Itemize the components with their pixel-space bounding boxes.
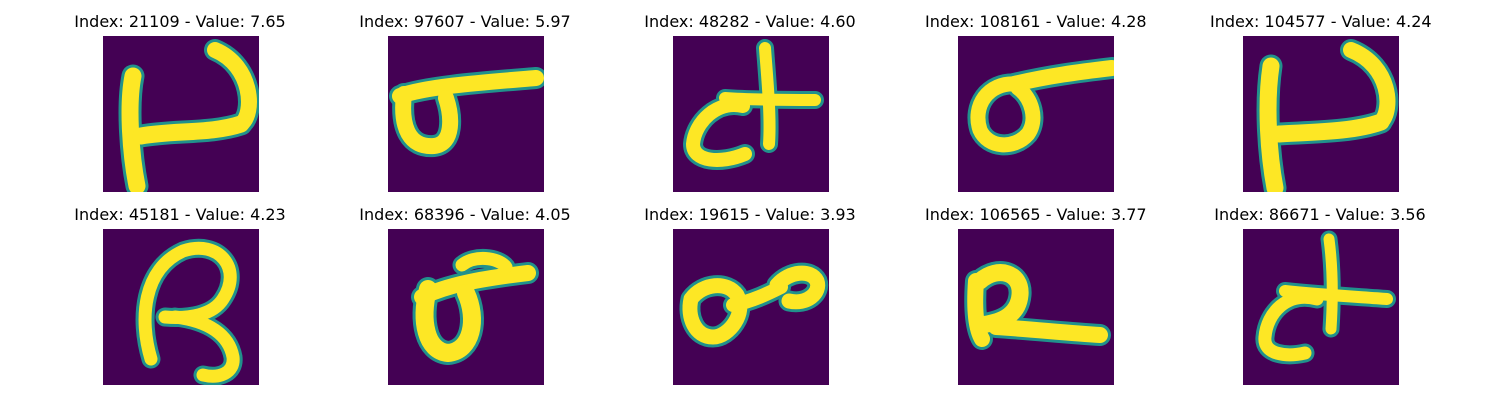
digit-image: [1243, 229, 1399, 385]
digit-image: [958, 229, 1114, 385]
panel-title: Index: 106565 - Value: 3.77: [925, 205, 1145, 225]
digit-image: [103, 229, 259, 385]
panel-title: Index: 104577 - Value: 4.24: [1210, 12, 1430, 32]
glyph-stroke: [996, 327, 1100, 335]
digit-image: [673, 36, 829, 192]
digit-image: [388, 36, 544, 192]
panel-title: Index: 86671 - Value: 3.56: [1210, 205, 1430, 225]
digit-image: [958, 36, 1114, 192]
digit-image: [103, 36, 259, 192]
digit-image: [388, 229, 544, 385]
panel-title: Index: 21109 - Value: 7.65: [70, 12, 290, 32]
panel-title: Index: 108161 - Value: 4.28: [925, 12, 1145, 32]
digit-image: [673, 229, 829, 385]
digit-image: [1243, 36, 1399, 192]
glyph-stroke: [1268, 66, 1275, 188]
panel-title: Index: 97607 - Value: 5.97: [355, 12, 575, 32]
panel-title: Index: 48282 - Value: 4.60: [640, 12, 860, 32]
panel-title: Index: 45181 - Value: 4.23: [70, 205, 290, 225]
glyph-stroke: [141, 124, 241, 136]
glyph-stroke: [1329, 239, 1332, 329]
panel-title: Index: 68396 - Value: 4.05: [355, 205, 575, 225]
panel-title: Index: 19615 - Value: 3.93: [640, 205, 860, 225]
